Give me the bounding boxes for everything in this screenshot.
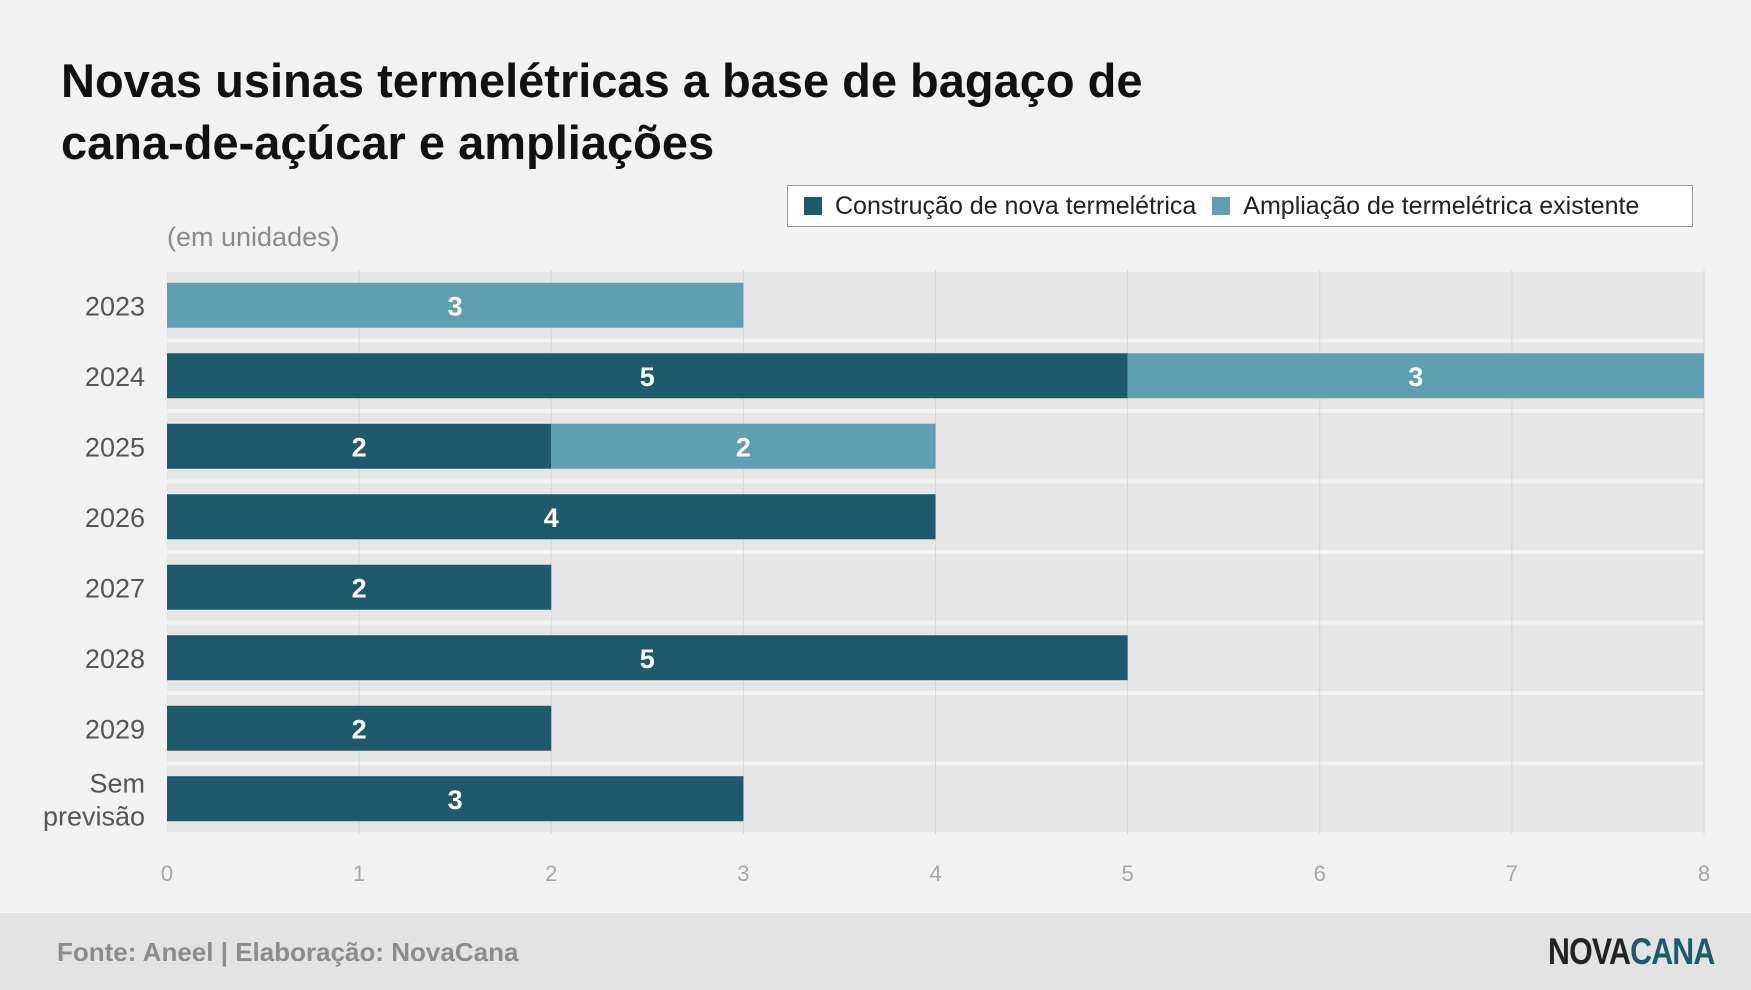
bar-nova xyxy=(167,635,1128,681)
bar-nova xyxy=(167,423,552,469)
novacana-logo: NOVACANA xyxy=(1548,931,1715,973)
bar-nova xyxy=(167,494,936,540)
footer: Fonte: Aneel | Elaboração: NovaCana NOVA… xyxy=(0,913,1751,990)
category-label: 2027 xyxy=(85,573,145,603)
bar-value-label: 4 xyxy=(544,503,559,533)
category-label: 2024 xyxy=(85,362,145,392)
x-tick-label: 6 xyxy=(1314,861,1326,886)
x-tick-label: 1 xyxy=(353,861,365,886)
logo-part-nova: NOVA xyxy=(1548,931,1631,972)
legend-label-nova: Construção de nova termelétrica xyxy=(835,191,1197,220)
legend-item-nova: Construção de nova termelétrica xyxy=(788,192,1196,221)
bar-ampliacao xyxy=(167,282,744,328)
x-tick-label: 5 xyxy=(1122,861,1134,886)
bar-value-label: 2 xyxy=(352,573,367,603)
chart-title-line-1: Novas usinas termelétricas a base de bag… xyxy=(61,54,1143,107)
category-label: 2029 xyxy=(85,714,145,744)
x-tick-label: 0 xyxy=(161,861,173,886)
bar-nova xyxy=(167,564,552,610)
legend-item-ampliacao: Ampliação de termelétrica existente xyxy=(1196,192,1639,221)
bar-ampliacao xyxy=(551,423,936,469)
bar-ampliacao xyxy=(1127,353,1704,399)
legend: Construção de nova termelétrica Ampliaçã… xyxy=(787,185,1693,227)
bar-value-label: 3 xyxy=(448,291,463,321)
legend-swatch-ampliacao xyxy=(1212,197,1231,215)
category-label: previsão xyxy=(43,801,145,831)
bar-value-label: 2 xyxy=(352,714,367,744)
category-label: 2026 xyxy=(85,503,145,533)
category-label: 2023 xyxy=(85,291,145,321)
category-label: 2025 xyxy=(85,432,145,462)
bar-nova xyxy=(167,776,744,822)
bar-value-label: 2 xyxy=(352,432,367,462)
bar-value-label: 3 xyxy=(448,785,463,815)
category-label: 2028 xyxy=(85,644,145,674)
bar-value-label: 2 xyxy=(736,432,751,462)
category-label: Sem xyxy=(89,768,145,798)
bar-nova xyxy=(167,705,552,751)
bar-value-label: 5 xyxy=(640,644,655,674)
bar-value-label: 3 xyxy=(1408,362,1423,392)
x-tick-label: 3 xyxy=(737,861,749,886)
legend-swatch-nova xyxy=(804,197,822,215)
bar-value-label: 5 xyxy=(640,362,655,392)
chart-title: Novas usinas termelétricas a base de bag… xyxy=(61,50,1311,174)
bar-chart: 2023202420252026202720282029Semprevisão3… xyxy=(43,270,1710,886)
x-tick-label: 7 xyxy=(1506,861,1518,886)
x-tick-label: 2 xyxy=(545,861,557,886)
x-tick-label: 4 xyxy=(929,861,941,886)
x-tick-label: 8 xyxy=(1698,861,1710,886)
bar-nova xyxy=(167,353,1128,399)
legend-label-ampliacao: Ampliação de termelétrica existente xyxy=(1243,191,1640,220)
source-note: Fonte: Aneel | Elaboração: NovaCana xyxy=(57,937,519,967)
logo-part-cana: CANA xyxy=(1630,931,1715,972)
chart-title-line-2: cana-de-açúcar e ampliações xyxy=(61,116,715,169)
chart-unit-note: (em unidades) xyxy=(167,222,340,252)
